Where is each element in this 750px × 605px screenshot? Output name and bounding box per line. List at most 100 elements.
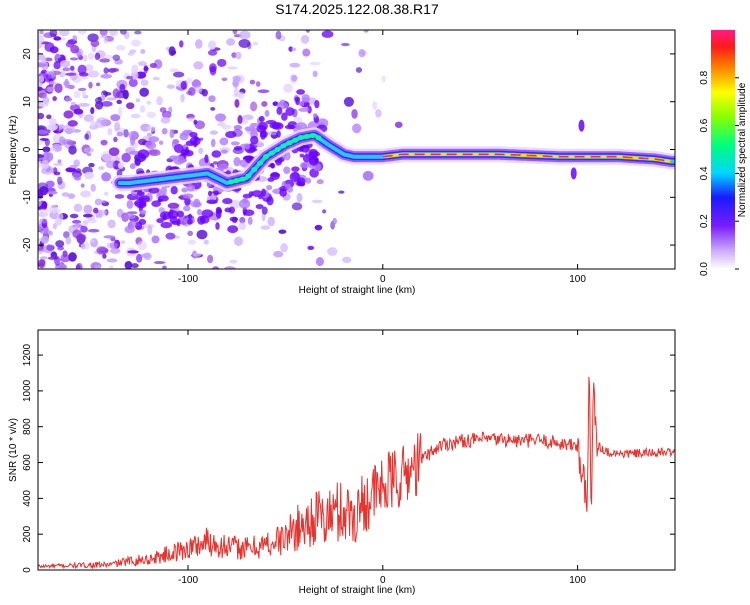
noise-blob [82, 213, 93, 218]
noise-blob [278, 229, 287, 234]
noise-blob [362, 170, 374, 181]
colorbar: 0.0 0.2 0.4 0.6 0.8 Normalized spectral ampl… [699, 30, 748, 276]
noise-blob [107, 127, 113, 136]
noise-blob [146, 132, 153, 137]
noise-blob [134, 30, 142, 35]
spike-feature [578, 119, 585, 132]
snr-frame [37, 329, 676, 571]
noise-blob [315, 257, 324, 267]
noise-blob [232, 30, 238, 35]
noise-blob [127, 211, 138, 215]
signal-blob [314, 99, 320, 109]
noise-blob [161, 110, 172, 119]
noise-blob [217, 121, 226, 127]
noise-blob [351, 109, 358, 119]
noise-blob [372, 101, 378, 110]
noise-blob [90, 39, 100, 47]
noise-blob [137, 61, 147, 66]
colorbar-tick-label: 0.8 [699, 70, 710, 84]
noise-blob [291, 202, 303, 211]
signal-blob [187, 219, 193, 225]
noise-blob [63, 110, 74, 119]
signal-blob [137, 149, 150, 159]
signal-blob [224, 207, 232, 213]
noise-blob [394, 121, 403, 128]
frequency-axis-tick-label: -10 [22, 190, 33, 205]
signal-blob [207, 190, 212, 197]
noise-blob [41, 201, 48, 211]
noise-blob [332, 217, 337, 225]
noise-blob [110, 114, 121, 122]
noise-blob [321, 30, 334, 38]
noise-blob [113, 136, 118, 143]
signal-blob [267, 177, 275, 182]
noise-blob [358, 49, 366, 58]
signal-blob [204, 154, 209, 164]
noise-blob [140, 79, 149, 86]
noise-blob [80, 183, 85, 188]
noise-blob [127, 250, 139, 254]
noise-blob [68, 145, 77, 155]
signal-blob [222, 198, 233, 205]
noise-blob [239, 216, 246, 224]
noise-blob [151, 235, 160, 244]
noise-blob [101, 199, 106, 204]
signal-blob [129, 163, 136, 170]
noise-blob [208, 95, 216, 103]
signal-blob [231, 216, 238, 224]
noise-blob [212, 266, 220, 269]
signal-blob [316, 179, 324, 185]
noise-blob [46, 114, 52, 120]
noise-blob [167, 202, 180, 209]
noise-blob [38, 53, 45, 61]
noise-blob [42, 146, 51, 153]
noise-blob [221, 77, 228, 81]
noise-blob [114, 121, 121, 131]
noise-blob [275, 30, 282, 40]
noise-blob [102, 253, 107, 259]
snr-axis-label: SNR (10 * v/v) [8, 418, 19, 482]
signal-blob [312, 113, 318, 118]
noise-blob [168, 46, 176, 57]
noise-blob [252, 41, 259, 46]
snr-axis-ticks: 0 200 400 600 800 1000 1200 [22, 344, 675, 573]
noise-blob [146, 125, 157, 132]
noise-blob [307, 245, 315, 250]
noise-blob [257, 89, 270, 94]
noise-blob [146, 111, 157, 118]
noise-blob [355, 67, 363, 73]
signal-blob [243, 209, 255, 216]
frequency-axis-tick-label: 0 [22, 146, 33, 152]
noise-blob [128, 78, 138, 88]
height-axis-label-bottom: Height of straight line (km) [299, 585, 416, 596]
snr-line [38, 376, 675, 570]
noise-blob [152, 76, 160, 81]
signal-blob [307, 105, 312, 114]
noise-blob [80, 225, 88, 233]
noise-blob [68, 252, 77, 262]
noise-blob [52, 96, 57, 102]
noise-blob [209, 63, 217, 73]
noise-blob [47, 190, 58, 195]
noise-blob [237, 115, 243, 124]
noise-blob [88, 70, 100, 78]
signal-blob [308, 156, 319, 166]
noise-blob [143, 66, 149, 72]
noise-blob [64, 78, 69, 89]
noise-blob [109, 242, 118, 249]
signal-blob [298, 107, 310, 112]
noise-blob [72, 172, 82, 180]
noise-blob [62, 67, 71, 72]
height-axis-bottom-tick-label: 0 [380, 575, 386, 586]
noise-blob [130, 113, 141, 119]
noise-blob [140, 48, 146, 54]
noise-blob [299, 153, 305, 158]
noise-blob [146, 100, 152, 105]
noise-blob [45, 152, 54, 162]
noise-blob [89, 239, 96, 243]
frequency-axis-label: Frequency (Hz) [8, 116, 19, 185]
noise-blob [72, 225, 80, 230]
noise-blob [90, 119, 96, 128]
noise-blob [234, 98, 240, 108]
noise-blob [63, 231, 70, 239]
